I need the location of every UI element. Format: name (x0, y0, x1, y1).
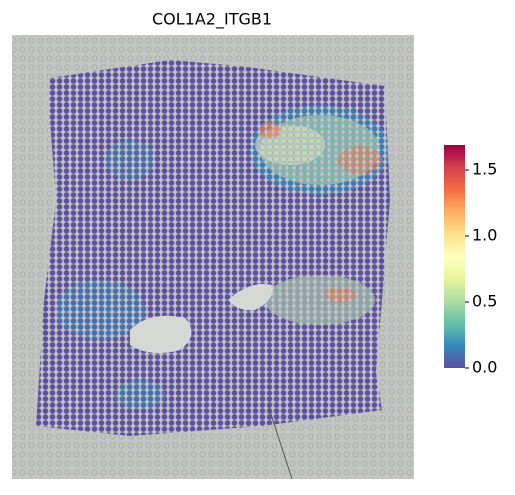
colorbar-tick-label: 1.5 (472, 160, 497, 179)
colorbar-tick-label: 1.0 (472, 226, 497, 245)
colorbar-tick-label: 0.5 (472, 292, 497, 311)
colorbar (444, 145, 465, 368)
colorbar-tick-label: 0.0 (472, 358, 497, 377)
chart-title: COL1A2_ITGB1 (152, 10, 272, 30)
tissue-image (12, 35, 414, 480)
